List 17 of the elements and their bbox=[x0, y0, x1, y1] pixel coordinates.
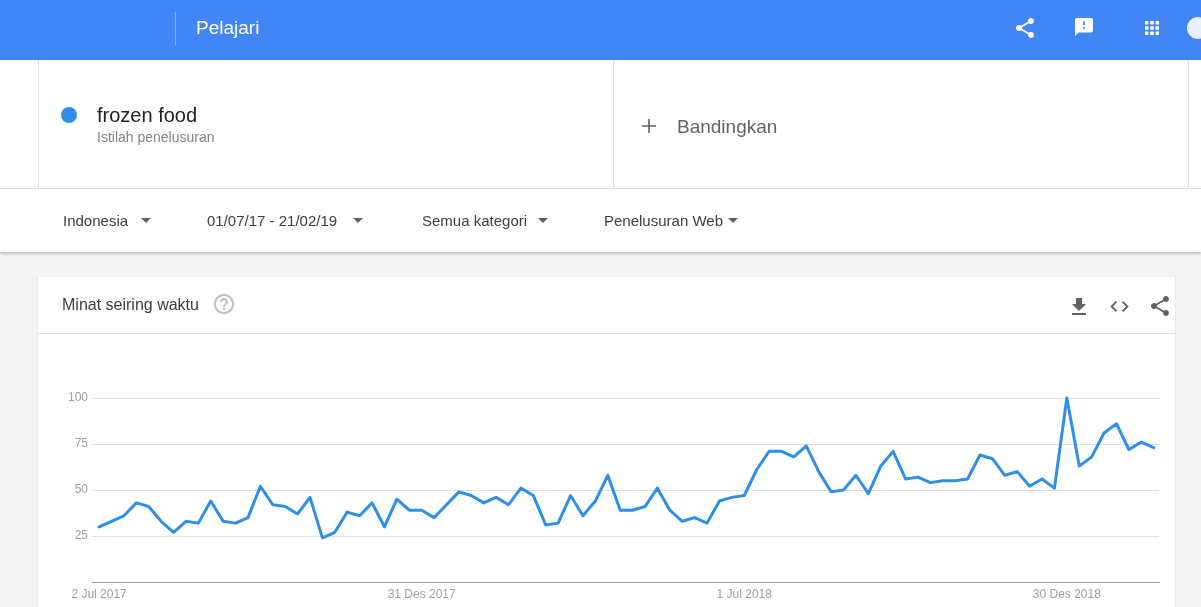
y-tick-label: 100 bbox=[67, 390, 89, 405]
x-tick-label: 30 Des 2018 bbox=[1032, 586, 1102, 601]
text: Istilah penelusuran bbox=[97, 129, 215, 145]
text: 01/07/17 - 21/02/19 bbox=[207, 212, 338, 229]
legend-label: frozen food bbox=[97, 104, 198, 126]
y-tick-label: 75 bbox=[74, 436, 89, 451]
x-tick-label: 1 Jul 2018 bbox=[716, 586, 773, 601]
x-tick-label: 31 Des 2017 bbox=[387, 586, 457, 601]
y-tick-label: 50 bbox=[74, 482, 89, 497]
text: Penelusuran Web bbox=[604, 212, 723, 229]
text: Semua kategori bbox=[422, 212, 528, 229]
x-tick-label: 2 Jul 2017 bbox=[71, 586, 128, 601]
chart-title: Minat seiring waktu bbox=[62, 296, 199, 313]
text: Bandingkan bbox=[677, 116, 778, 137]
text: Pelajari bbox=[196, 17, 260, 38]
text: Indonesia bbox=[63, 212, 129, 229]
y-tick-label: 25 bbox=[74, 528, 89, 543]
